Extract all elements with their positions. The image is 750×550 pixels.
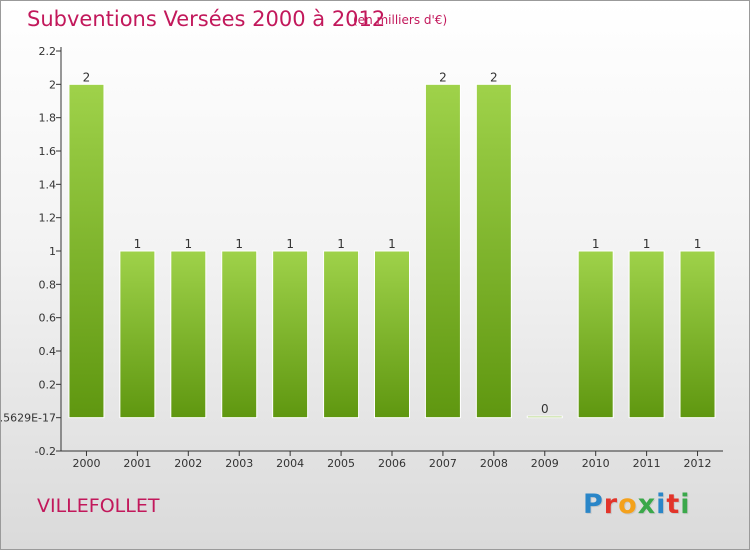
y-tick-label: 2.2	[39, 45, 57, 58]
bar-2000	[68, 83, 105, 419]
logo-letter: r	[603, 489, 619, 520]
logo-letter: i	[656, 489, 667, 520]
y-tick-label: 0.4	[39, 345, 57, 358]
bar-value-label: 1	[388, 237, 396, 251]
x-tick-label: 2000	[72, 457, 100, 470]
bar-value-label: 1	[134, 237, 142, 251]
chart-title: Subventions Versées 2000 à 2012	[27, 7, 386, 31]
logo-letter: x	[637, 489, 657, 520]
bar-2009	[526, 415, 563, 419]
x-tick-label: 2007	[429, 457, 457, 470]
bar-2002	[170, 250, 207, 419]
y-tick-label: 1.6	[39, 145, 57, 158]
x-tick-label: 2008	[480, 457, 508, 470]
bar-2006	[374, 250, 410, 419]
bar-2005	[323, 250, 360, 419]
bar-2010	[577, 250, 614, 419]
x-tick-label: 2004	[276, 457, 304, 470]
bar-2007	[424, 83, 461, 419]
bar-value-label: 1	[643, 237, 651, 251]
y-tick-label: -0.2	[35, 445, 56, 458]
logo-letter: i	[680, 489, 691, 520]
x-tick-label: 2009	[531, 457, 559, 470]
x-tick-label: 2003	[225, 457, 253, 470]
y-tick-label: 0.2	[39, 378, 57, 391]
y-tick-label: 1	[49, 245, 56, 258]
logo-letter: t	[666, 489, 681, 520]
y-tick-label: -1.5629E-17	[1, 412, 56, 425]
bar-2004	[272, 250, 309, 419]
x-tick-label: 2001	[123, 457, 151, 470]
bar-2003	[221, 250, 258, 419]
x-tick-label: 2002	[174, 457, 202, 470]
y-tick-label: 1.2	[39, 212, 57, 225]
bar-value-label: 0	[541, 402, 549, 416]
bar-value-label: 2	[439, 70, 447, 84]
logo-letter: o	[618, 489, 638, 520]
bar-value-label: 1	[184, 237, 192, 251]
bar-value-label: 1	[286, 237, 294, 251]
x-tick-label: 2012	[684, 457, 712, 470]
x-tick-label: 2006	[378, 457, 406, 470]
x-tick-label: 2010	[582, 457, 610, 470]
y-tick-label: 1.8	[39, 112, 57, 125]
bar-2011	[628, 250, 665, 419]
y-tick-label: 0.8	[39, 278, 57, 291]
bar-value-label: 2	[83, 70, 91, 84]
bar-value-label: 1	[337, 237, 345, 251]
bar-2001	[119, 250, 156, 419]
logo-letter: P	[583, 489, 604, 520]
y-tick-label: 2	[49, 78, 56, 91]
bar-2012	[679, 250, 716, 419]
y-tick-label: 1.4	[39, 178, 57, 191]
proxiti-logo: Proxiti	[583, 489, 691, 520]
bar-2008	[475, 83, 512, 419]
x-tick-label: 2011	[633, 457, 661, 470]
bar-value-label: 2	[490, 70, 498, 84]
bar-value-label: 1	[235, 237, 243, 251]
chart-unit-note: (en milliers d'€)	[353, 13, 448, 27]
bar-value-label: 1	[694, 237, 702, 251]
commune-name: VILLEFOLLET	[37, 495, 160, 517]
x-tick-label: 2005	[327, 457, 355, 470]
bar-value-label: 1	[592, 237, 600, 251]
y-tick-label: 0.6	[39, 312, 57, 325]
